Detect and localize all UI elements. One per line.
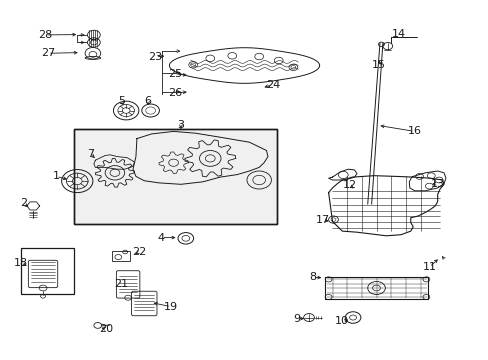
Text: 8: 8 [309,272,316,282]
Text: 21: 21 [114,279,128,289]
Bar [74,129,277,224]
Text: 25: 25 [168,69,182,79]
Text: 23: 23 [148,52,162,62]
Text: 20: 20 [100,324,113,334]
Text: 3: 3 [177,120,184,130]
Text: 10: 10 [335,316,348,326]
Bar [20,248,74,294]
Text: 28: 28 [38,30,52,40]
Text: 19: 19 [164,302,178,312]
Text: 27: 27 [41,48,55,58]
Text: 24: 24 [265,80,280,90]
Text: 17: 17 [315,215,329,225]
Text: 16: 16 [407,126,421,136]
Text: 22: 22 [132,247,146,257]
Text: 2: 2 [20,198,27,208]
Bar [74,129,277,224]
Text: 11: 11 [422,262,435,272]
Text: 18: 18 [14,258,27,268]
Text: 12: 12 [342,180,356,190]
Text: 26: 26 [168,88,182,98]
Text: 13: 13 [430,179,444,189]
Text: 7: 7 [87,149,94,159]
Text: 6: 6 [144,96,151,106]
Text: 5: 5 [118,96,124,106]
Text: 14: 14 [391,29,405,39]
Text: 4: 4 [158,233,164,243]
Text: 1: 1 [53,171,60,181]
Text: 9: 9 [293,314,300,324]
Bar [112,251,130,261]
Text: 15: 15 [371,60,385,70]
